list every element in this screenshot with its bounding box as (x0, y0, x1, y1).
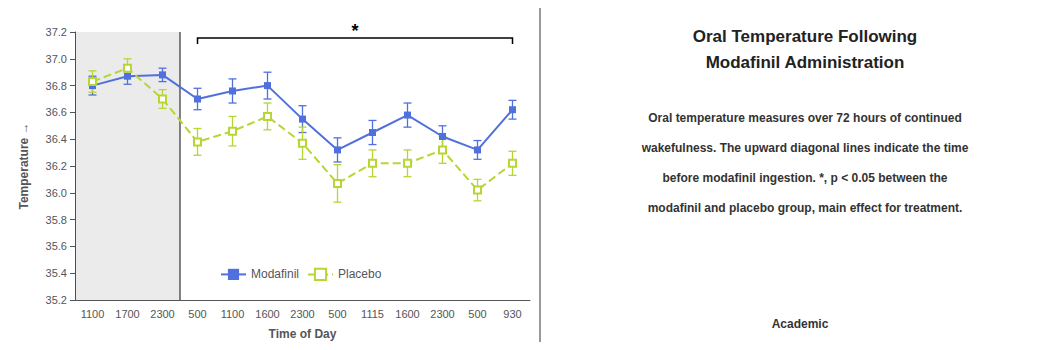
svg-text:36.8: 36.8 (46, 80, 67, 92)
svg-text:37.0: 37.0 (46, 53, 67, 65)
svg-text:1115: 1115 (361, 308, 384, 320)
svg-text:2300: 2300 (150, 308, 174, 320)
svg-text:Placebo: Placebo (338, 267, 382, 281)
svg-text:35.8: 35.8 (46, 214, 67, 226)
svg-text:modafinil and placebo group, m: modafinil and placebo group, main effect… (648, 201, 963, 215)
svg-text:37.2: 37.2 (46, 26, 67, 38)
svg-text:36.6: 36.6 (46, 106, 67, 118)
svg-text:Modafinil Administration: Modafinil Administration (706, 53, 905, 72)
svg-text:1100: 1100 (81, 308, 105, 320)
svg-text:wakefulness. The upward diagon: wakefulness. The upward diagonal lines i… (641, 141, 969, 155)
svg-text:Academic: Academic (772, 317, 829, 331)
svg-text:Modafinil: Modafinil (251, 267, 299, 281)
svg-text:1700: 1700 (115, 308, 139, 320)
svg-text:930: 930 (503, 308, 521, 320)
svg-text:1600: 1600 (255, 308, 279, 320)
svg-text:*: * (351, 21, 358, 41)
svg-text:2300: 2300 (430, 308, 454, 320)
svg-text:500: 500 (328, 308, 346, 320)
svg-text:before modafinil ingestion. *,: before modafinil ingestion. *, p < 0.05 … (662, 171, 947, 185)
svg-text:35.6: 35.6 (46, 240, 67, 252)
svg-text:500: 500 (468, 308, 486, 320)
svg-text:36.4: 36.4 (46, 133, 67, 145)
svg-text:Time of Day: Time of Day (269, 327, 337, 341)
svg-text:500: 500 (188, 308, 206, 320)
svg-text:35.4: 35.4 (46, 267, 67, 279)
svg-text:36.0: 36.0 (46, 187, 67, 199)
svg-text:36.2: 36.2 (46, 160, 67, 172)
svg-text:Temperature →: Temperature → (17, 122, 31, 209)
svg-text:1600: 1600 (395, 308, 419, 320)
svg-text:1100: 1100 (221, 308, 245, 320)
svg-text:2300: 2300 (290, 308, 314, 320)
svg-text:Oral Temperature Following: Oral Temperature Following (693, 27, 918, 46)
svg-text:Oral temperature measures over: Oral temperature measures over 72 hours … (648, 111, 961, 125)
svg-text:35.2: 35.2 (46, 294, 67, 306)
